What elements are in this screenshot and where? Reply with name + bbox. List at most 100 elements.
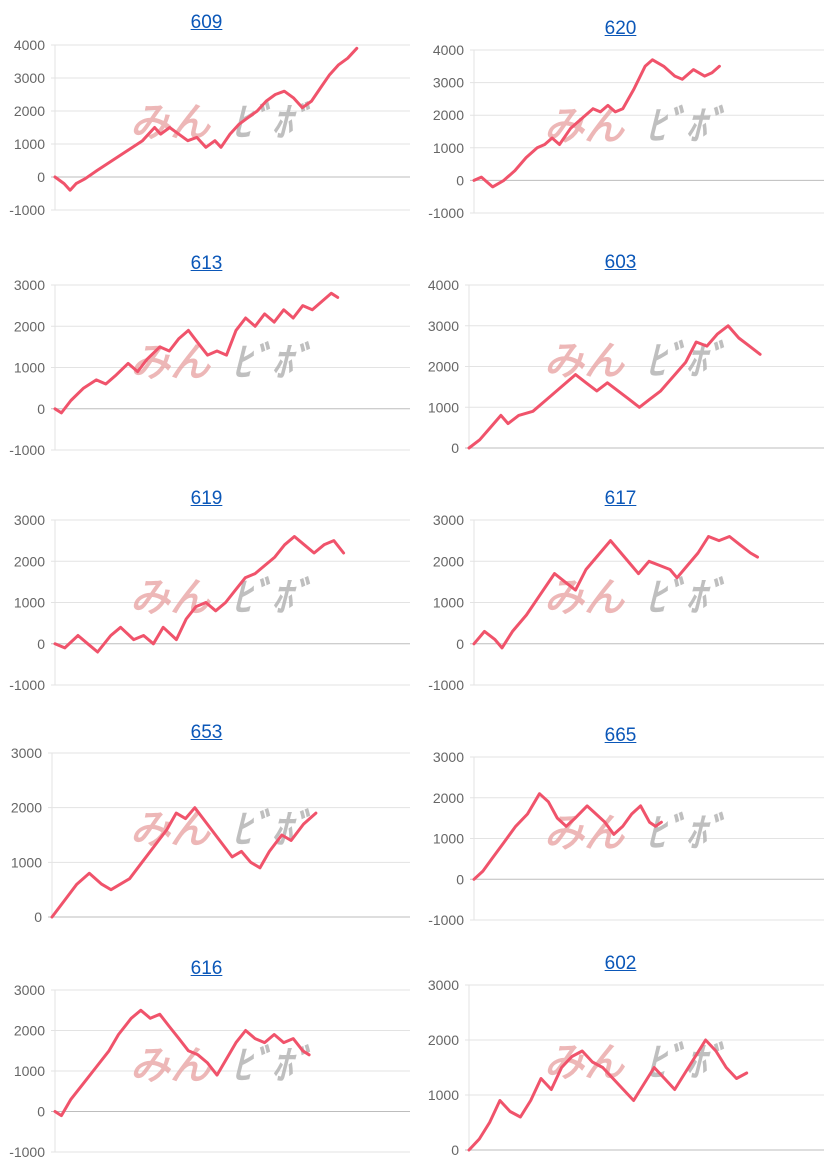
y-tick-label: 0 xyxy=(451,440,459,456)
watermark-logo-gray: ﾋﾞﾎﾞ xyxy=(232,1043,312,1089)
y-tick-label: 2000 xyxy=(428,359,459,375)
y-tick-label: 0 xyxy=(37,169,45,185)
y-tick-label: 3000 xyxy=(433,75,464,91)
series-line xyxy=(472,535,759,650)
y-tick-label: 1000 xyxy=(433,140,464,156)
y-tick-label: -1000 xyxy=(428,677,464,693)
series-line xyxy=(53,1008,311,1118)
y-tick-label: -1000 xyxy=(428,205,464,221)
y-tick-label: 2000 xyxy=(433,553,464,569)
watermark-logo-gray: ﾋﾞﾎﾞ xyxy=(232,340,312,386)
watermark-logo-red: みん xyxy=(130,1043,212,1089)
y-tick-label: 2000 xyxy=(14,1023,45,1039)
chart-title-link[interactable]: 613 xyxy=(190,253,223,274)
chart-panel-609: 4000 3000 2000 1000 0 -1000 みん ﾋﾞﾎﾞ 609 xyxy=(0,0,413,235)
series-line xyxy=(472,792,663,881)
y-tick-label: 0 xyxy=(456,871,464,887)
y-tick-label: 1000 xyxy=(428,1087,459,1103)
y-tick-label: -1000 xyxy=(9,1144,45,1160)
y-tick-label: 3000 xyxy=(433,512,464,528)
y-tick-label: 2000 xyxy=(14,318,45,334)
y-tick-label: 0 xyxy=(451,1142,459,1158)
series-line xyxy=(53,46,359,192)
chart-svg: 3000 2000 1000 0 -1000 みん ﾋﾞﾎﾞ xyxy=(428,512,824,693)
chart-panel-653: 3000 2000 1000 0 みん ﾋﾞﾎﾞ 653 xyxy=(0,705,413,940)
y-tick-label: 1000 xyxy=(428,399,459,415)
y-tick-label: 0 xyxy=(456,636,464,652)
chart-title-link[interactable]: 665 xyxy=(604,725,637,746)
watermark-logo-gray: ﾋﾞﾎﾞ xyxy=(646,575,726,621)
watermark-logo-gray: ﾋﾞﾎﾞ xyxy=(646,104,726,150)
y-tick-label: 1000 xyxy=(14,1063,45,1079)
chart-title-link[interactable]: 619 xyxy=(190,488,223,509)
y-tick-label: 3000 xyxy=(14,982,45,998)
y-tick-label: 0 xyxy=(34,909,42,925)
chart-panel-613: 3000 2000 1000 0 -1000 みん ﾋﾞﾎﾞ 613 xyxy=(0,235,413,470)
series-line xyxy=(53,535,346,654)
chart-title-link[interactable]: 620 xyxy=(604,18,637,39)
y-tick-label: 3000 xyxy=(14,70,45,86)
y-tick-label: 0 xyxy=(37,1104,45,1120)
y-tick-label: 3000 xyxy=(14,512,45,528)
y-tick-label: 1000 xyxy=(14,595,45,611)
y-tick-label: 2000 xyxy=(433,790,464,806)
y-tick-label: 1000 xyxy=(14,136,45,152)
chart-panel-665: 3000 2000 1000 0 -1000 みん ﾋﾞﾎﾞ 665 xyxy=(414,705,827,940)
y-tick-label: 1000 xyxy=(11,854,42,870)
watermark-logo-gray: ﾋﾞﾎﾞ xyxy=(646,1040,726,1086)
y-tick-label: -1000 xyxy=(9,677,45,693)
watermark-logo-gray: ﾋﾞﾎﾞ xyxy=(646,811,726,857)
chart-title-link[interactable]: 617 xyxy=(604,488,637,509)
y-tick-label: 4000 xyxy=(14,37,45,53)
series-line xyxy=(50,806,318,919)
chart-panel-617: 3000 2000 1000 0 -1000 みん ﾋﾞﾎﾞ 617 xyxy=(414,470,827,705)
y-tick-label: 0 xyxy=(37,401,45,417)
chart-panel-603: 4000 3000 2000 1000 0 みん ﾋﾞﾎﾞ 603 xyxy=(414,235,827,470)
series-line xyxy=(472,58,721,189)
y-tick-label: 1000 xyxy=(14,360,45,376)
watermark-logo-gray: ﾋﾞﾎﾞ xyxy=(232,100,312,146)
y-tick-label: 0 xyxy=(37,636,45,652)
y-tick-label: 3000 xyxy=(428,318,459,334)
chart-title-link[interactable]: 602 xyxy=(604,953,637,974)
watermark-logo-red: みん xyxy=(544,575,626,621)
chart-panel-602: 3000 2000 1000 0 みん ﾋﾞﾎﾞ 602 xyxy=(414,940,827,1175)
series-line xyxy=(467,324,762,450)
chart-title-link[interactable]: 603 xyxy=(604,252,637,273)
y-tick-label: 2000 xyxy=(428,1032,459,1048)
chart-panel-620: 4000 3000 2000 1000 0 -1000 みん ﾋﾞﾎﾞ 620 xyxy=(414,0,827,235)
watermark-logo-red: みん xyxy=(130,575,212,621)
series-line xyxy=(53,291,340,415)
chart-svg: 3000 2000 1000 0 -1000 みん ﾋﾞﾎﾞ xyxy=(9,512,410,693)
y-tick-label: 3000 xyxy=(428,977,459,993)
y-tick-label: 1000 xyxy=(433,831,464,847)
chart-title-link[interactable]: 616 xyxy=(190,958,223,979)
y-tick-label: 2000 xyxy=(433,107,464,123)
chart-title-link[interactable]: 653 xyxy=(190,722,223,743)
chart-title-link[interactable]: 609 xyxy=(190,12,223,33)
y-tick-label: 2000 xyxy=(14,103,45,119)
watermark-logo-red: みん xyxy=(544,339,626,385)
y-tick-label: 4000 xyxy=(433,42,464,58)
y-tick-label: 2000 xyxy=(11,800,42,816)
y-tick-label: 2000 xyxy=(14,553,45,569)
y-tick-label: -1000 xyxy=(9,442,45,458)
series-line xyxy=(467,1038,749,1152)
chart-panel-619: 3000 2000 1000 0 -1000 みん ﾋﾞﾎﾞ 619 xyxy=(0,470,413,705)
watermark-logo-gray: ﾋﾞﾎﾞ xyxy=(232,575,312,621)
y-tick-label: 3000 xyxy=(14,277,45,293)
y-tick-label: -1000 xyxy=(9,202,45,218)
chart-svg: 3000 2000 1000 0 -1000 みん ﾋﾞﾎﾞ xyxy=(9,982,410,1160)
y-tick-label: 3000 xyxy=(433,749,464,765)
watermark-logo-red: みん xyxy=(130,807,212,853)
y-tick-label: 3000 xyxy=(11,745,42,761)
y-tick-label: 1000 xyxy=(433,595,464,611)
y-tick-label: 0 xyxy=(456,172,464,188)
y-tick-label: 4000 xyxy=(428,277,459,293)
